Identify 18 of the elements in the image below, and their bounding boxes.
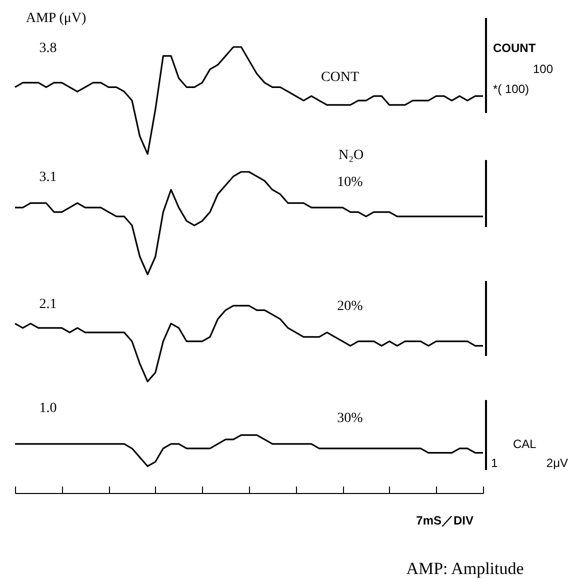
annotation: 3.1 bbox=[39, 170, 57, 185]
series-label: 20% bbox=[337, 299, 364, 314]
text: 1 bbox=[491, 456, 498, 470]
text: COUNT bbox=[493, 41, 536, 55]
text: 100 bbox=[532, 62, 554, 76]
x-axis-title: 7mS／DIV bbox=[416, 514, 474, 528]
annotation: 3.8 bbox=[39, 41, 57, 56]
text: AMP: Amplitude bbox=[406, 559, 524, 578]
annotation: 2.1 bbox=[39, 297, 57, 312]
text: *( 100) bbox=[493, 82, 530, 96]
series-label: 10% bbox=[337, 175, 364, 190]
text: 2μV bbox=[546, 456, 568, 470]
series-label: CONT bbox=[320, 70, 360, 85]
annotation: 1.0 bbox=[39, 401, 57, 416]
series-label: 30% bbox=[337, 411, 364, 426]
text: CAL bbox=[513, 437, 537, 451]
annotation: N₂O bbox=[338, 148, 364, 163]
y-axis-title: AMP (μV) bbox=[26, 11, 86, 26]
